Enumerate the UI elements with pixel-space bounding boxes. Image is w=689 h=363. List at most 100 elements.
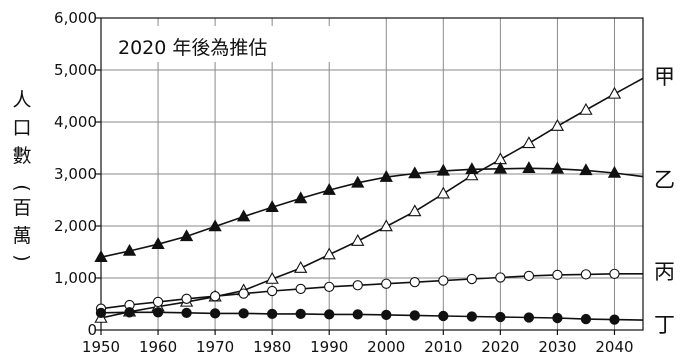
series-4-point-2035: [580, 313, 592, 325]
series-3-point-1970: [209, 291, 221, 302]
series-2-point-2040: [607, 165, 622, 178]
series-4-point-1975: [238, 308, 249, 319]
series-3-point-1960: [152, 296, 164, 308]
series-2-group: [94, 161, 644, 262]
y-axis-label-unit-1: 百: [12, 197, 31, 219]
series-2-point-1980: [265, 200, 279, 213]
y-axis-label-paren-close: ): [11, 254, 33, 261]
series-2-point-1990: [322, 182, 336, 195]
x-tick-label-1950: 1950: [82, 338, 120, 356]
series-1-point-1985: [294, 260, 308, 273]
series-4-point-2025: [523, 312, 535, 323]
x-tick-label-2040: 2040: [595, 338, 633, 356]
series-4-point-1960: [152, 307, 164, 318]
y-tick-label-2000: 2,000: [54, 217, 97, 235]
series-2-point-1985: [294, 191, 308, 204]
series-3-point-1990: [324, 281, 335, 292]
series-2-point-1995: [351, 175, 365, 188]
series-3-point-1980: [267, 285, 278, 297]
series-1-point-2030: [550, 119, 565, 131]
series-3-point-2040: [609, 268, 620, 279]
series-1-group: [94, 77, 644, 323]
x-tick-label-2030: 2030: [538, 338, 576, 356]
y-axis-label-char-2: 口: [12, 117, 31, 139]
series-layer: [94, 77, 644, 325]
x-tick-label-2000: 2000: [367, 338, 405, 356]
series-3-point-1995: [352, 280, 363, 291]
series-name-yi: 乙: [654, 168, 675, 192]
series-4-point-1980: [267, 308, 278, 320]
series-3-group: [95, 268, 643, 314]
series-4-group: [95, 307, 644, 325]
y-tick-label-0: 0: [87, 321, 97, 339]
series-2-point-2010: [436, 163, 450, 176]
series-name-bing: 丙: [654, 260, 675, 284]
y-tick-label-5000: 5,000: [54, 61, 97, 79]
x-tick-label-1960: 1960: [139, 338, 177, 356]
series-2-point-2000: [379, 169, 393, 182]
x-tick-label-1990: 1990: [310, 338, 348, 356]
series-3-point-2005: [409, 277, 420, 288]
y-axis-label-char-1: 人: [12, 89, 31, 111]
series-3-point-2035: [580, 269, 592, 280]
series-2-point-2025: [522, 161, 536, 174]
series-2-point-2030: [550, 161, 565, 174]
series-4-point-2000: [381, 309, 392, 321]
series-4-point-2010: [438, 310, 449, 322]
x-tick-label-2020: 2020: [481, 338, 519, 356]
series-4-point-1950: [95, 307, 107, 318]
series-2-point-1970: [208, 219, 222, 232]
series-4-point-2005: [409, 310, 420, 321]
series-2-line: [100, 167, 644, 258]
y-tick-label-1000: 1,000: [54, 269, 97, 287]
y-axis-label-char-3: 數: [12, 145, 31, 167]
series-2-point-2015: [465, 162, 479, 175]
series-4-point-1995: [352, 309, 363, 320]
series-4-point-2040: [609, 314, 620, 325]
y-tick-labels: 0 1,000 2,000 3,000 4,000 5,000 6,000: [54, 9, 101, 339]
series-4-point-1965: [181, 307, 192, 318]
series-1-point-2010: [436, 186, 450, 199]
series-3-point-1975: [238, 288, 249, 299]
series-3-point-1965: [181, 293, 192, 304]
series-2-point-2035: [579, 163, 593, 176]
series-1-point-1995: [351, 233, 365, 246]
y-axis-label-paren-open: (: [11, 184, 33, 191]
series-4-point-1990: [324, 309, 335, 320]
chart-title: 2020 年後為推估: [118, 37, 267, 59]
series-1-point-2040: [607, 86, 622, 99]
series-1-point-1990: [322, 247, 336, 260]
series-2-point-1960: [151, 237, 165, 249]
series-2-point-2005: [408, 166, 422, 179]
series-2-point-1950: [94, 250, 108, 262]
series-1-point-1980: [265, 271, 279, 284]
grid-layer: [100, 17, 643, 331]
chart-title-box: 2020 年後為推估: [108, 26, 336, 62]
series-4-point-1955: [124, 307, 135, 318]
series-3-point-2020: [495, 272, 506, 283]
series-1-line: [100, 77, 644, 319]
series-1-point-2015: [465, 168, 479, 181]
series-3-point-2010: [438, 275, 449, 286]
series-1-point-2025: [522, 136, 536, 149]
title-background: [108, 26, 336, 62]
y-tick-label-4000: 4,000: [54, 113, 97, 131]
series-4-point-1985: [295, 308, 306, 320]
series-name-ding: 丁: [654, 313, 675, 337]
series-2-point-1955: [122, 243, 137, 256]
x-tick-labels: 1950 1960 1970 1980 1990 2000 2010 2020 2030 2040: [82, 330, 634, 356]
x-tick-label-1970: 1970: [196, 338, 234, 356]
series-4-point-2030: [552, 312, 563, 324]
series-1-point-2005: [408, 204, 422, 217]
x-tick-label-1980: 1980: [253, 338, 291, 356]
y-axis-label: 人 口 數 ( 百 萬 ): [11, 89, 33, 262]
series-4-point-2015: [466, 311, 477, 322]
series-3-point-2015: [466, 273, 477, 285]
series-2-point-2020: [493, 161, 508, 174]
series-2-point-1965: [179, 229, 194, 242]
series-2-point-1975: [236, 209, 251, 222]
x-tick-label-2010: 2010: [424, 338, 462, 356]
series-name-labels: 甲 乙 丙 丁: [654, 65, 675, 337]
y-tick-label-6000: 6,000: [54, 9, 97, 27]
